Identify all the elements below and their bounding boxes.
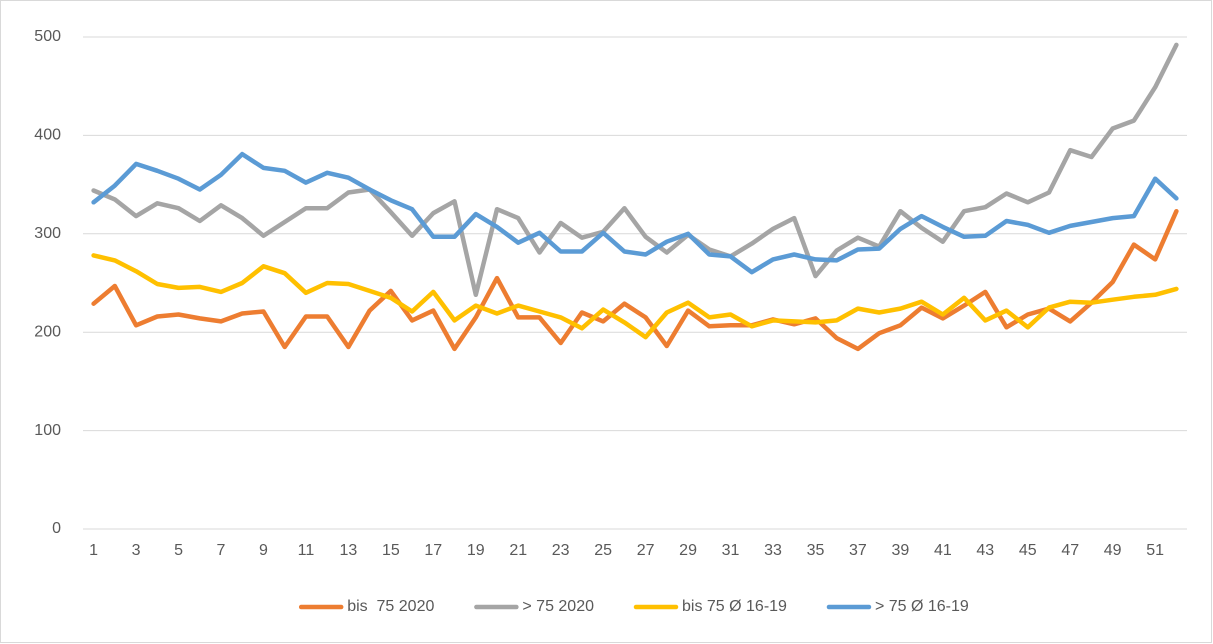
- x-tick-label: 29: [679, 542, 697, 559]
- series-line: [91, 253, 1179, 340]
- x-tick-label: 7: [217, 542, 226, 559]
- x-tick-label: 27: [637, 542, 655, 559]
- series-line: [91, 151, 1179, 275]
- x-tick-label: 23: [552, 542, 570, 559]
- series-line: [91, 208, 1179, 352]
- x-tick-label: 35: [807, 542, 825, 559]
- legend-label: > 75 Ø 16-19: [875, 598, 969, 615]
- y-tick-label: 500: [34, 28, 61, 45]
- y-tick-label: 300: [34, 225, 61, 242]
- x-tick-label: 1: [89, 542, 98, 559]
- x-tick-label: 31: [722, 542, 740, 559]
- y-tick-label: 100: [34, 422, 61, 439]
- y-tick-label: 400: [34, 127, 61, 144]
- x-tick-label: 47: [1061, 542, 1079, 559]
- x-tick-label: 21: [509, 542, 527, 559]
- x-tick-label: 15: [382, 542, 400, 559]
- x-tick-label: 9: [259, 542, 268, 559]
- x-tick-label: 41: [934, 542, 952, 559]
- x-tick-label: 13: [339, 542, 357, 559]
- x-tick-label: 45: [1019, 542, 1037, 559]
- x-tick-label: 39: [891, 542, 909, 559]
- x-tick-label: 11: [298, 542, 315, 559]
- legend-label: bis 75 Ø 16-19: [682, 598, 787, 615]
- y-tick-label: 0: [52, 520, 61, 537]
- x-tick-label: 5: [174, 542, 183, 559]
- x-tick-label: 19: [467, 542, 485, 559]
- x-tick-label: 33: [764, 542, 782, 559]
- x-tick-label: 43: [976, 542, 994, 559]
- x-tick-label: 51: [1146, 542, 1164, 559]
- y-tick-label: 200: [34, 323, 61, 340]
- series-line: [91, 42, 1179, 298]
- x-tick-label: 49: [1104, 542, 1122, 559]
- x-tick-label: 17: [424, 542, 442, 559]
- x-tick-label: 25: [594, 542, 612, 559]
- legend-label: > 75 2020: [522, 598, 594, 615]
- x-tick-label: 37: [849, 542, 867, 559]
- x-tick-label: 3: [132, 542, 141, 559]
- legend-label: bis 75 2020: [347, 598, 434, 615]
